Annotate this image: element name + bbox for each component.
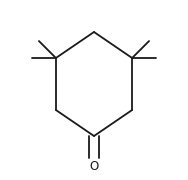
- Text: O: O: [89, 160, 99, 173]
